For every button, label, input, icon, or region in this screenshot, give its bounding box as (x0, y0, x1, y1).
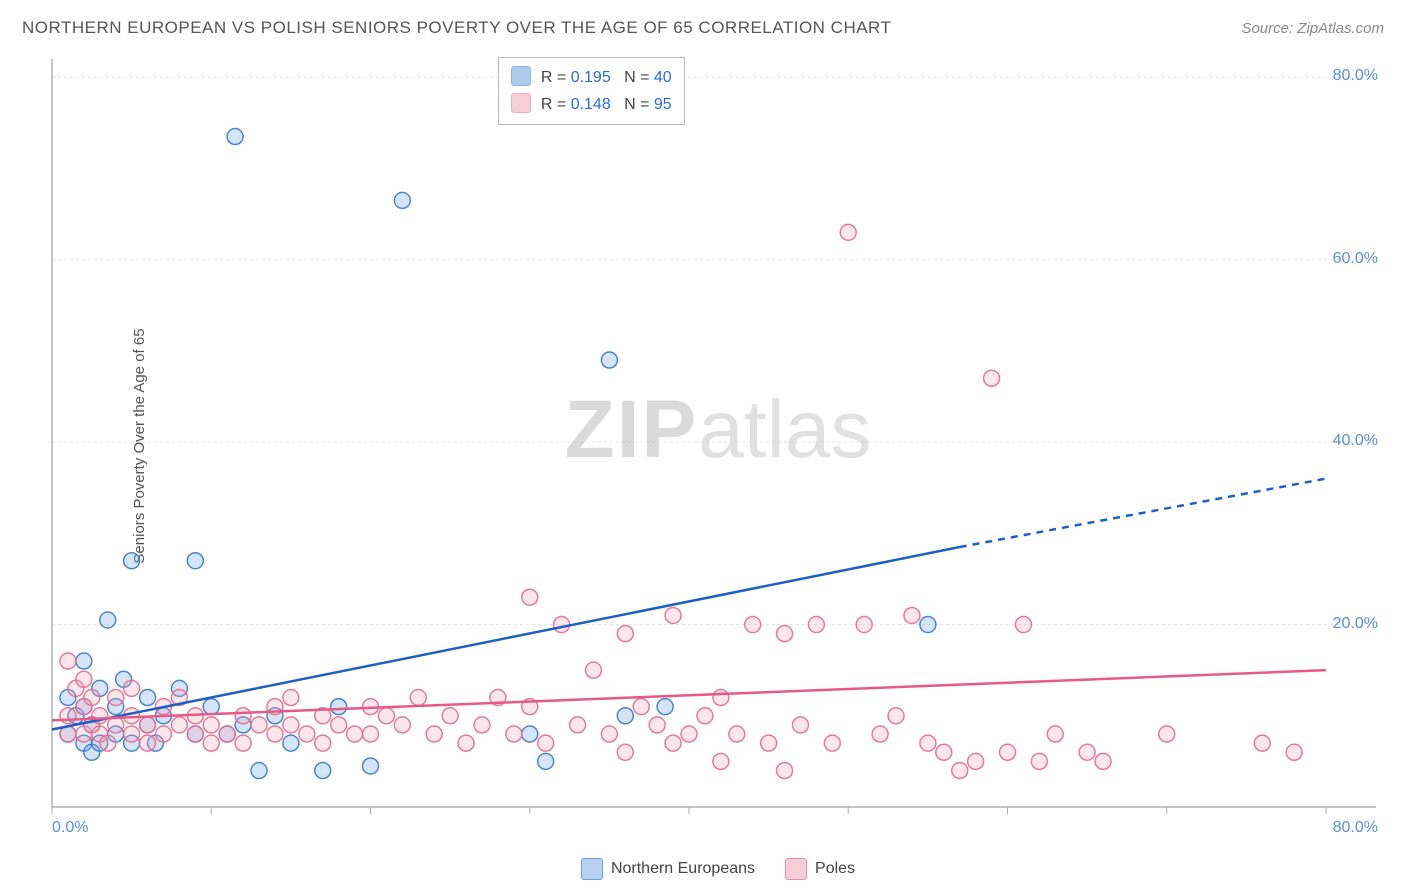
y-tick-label: 60.0% (1333, 250, 1378, 268)
y-tick-label: 20.0% (1333, 615, 1378, 633)
legend-swatch-poles (785, 858, 807, 880)
source-attribution: Source: ZipAtlas.com (1241, 20, 1384, 37)
stat-legend-swatch (511, 93, 531, 113)
chart-header: NORTHERN EUROPEAN VS POLISH SENIORS POVE… (0, 0, 1406, 50)
y-tick-label: 40.0% (1333, 432, 1378, 450)
stat-r-value: 0.148 (571, 96, 611, 113)
y-tick-label: 80.0% (1333, 67, 1378, 85)
legend-item-poles: Poles (785, 858, 855, 880)
legend-swatch-northern (581, 858, 603, 880)
stat-n-value: 95 (654, 96, 672, 113)
stat-legend-row: R = 0.195 N = 40 (511, 64, 672, 91)
x-tick-label-min: 0.0% (52, 819, 88, 837)
legend-label-poles: Poles (815, 860, 855, 877)
legend-label-northern: Northern Europeans (611, 860, 755, 877)
legend-item-northern: Northern Europeans (581, 858, 755, 880)
stat-r-value: 0.195 (571, 69, 611, 86)
stat-legend-swatch (511, 66, 531, 86)
chart-title: NORTHERN EUROPEAN VS POLISH SENIORS POVE… (22, 18, 891, 38)
x-tick-label-max: 80.0% (1333, 819, 1378, 837)
series-legend: Northern Europeans Poles (50, 858, 1386, 880)
stat-legend-row: R = 0.148 N = 95 (511, 91, 672, 118)
plot-area: Seniors Poverty Over the Age of 65 ZIPat… (50, 55, 1386, 837)
scatter-plot-svg (50, 55, 1386, 837)
stat-n-value: 40 (654, 69, 672, 86)
correlation-legend: R = 0.195 N = 40R = 0.148 N = 95 (498, 57, 685, 125)
